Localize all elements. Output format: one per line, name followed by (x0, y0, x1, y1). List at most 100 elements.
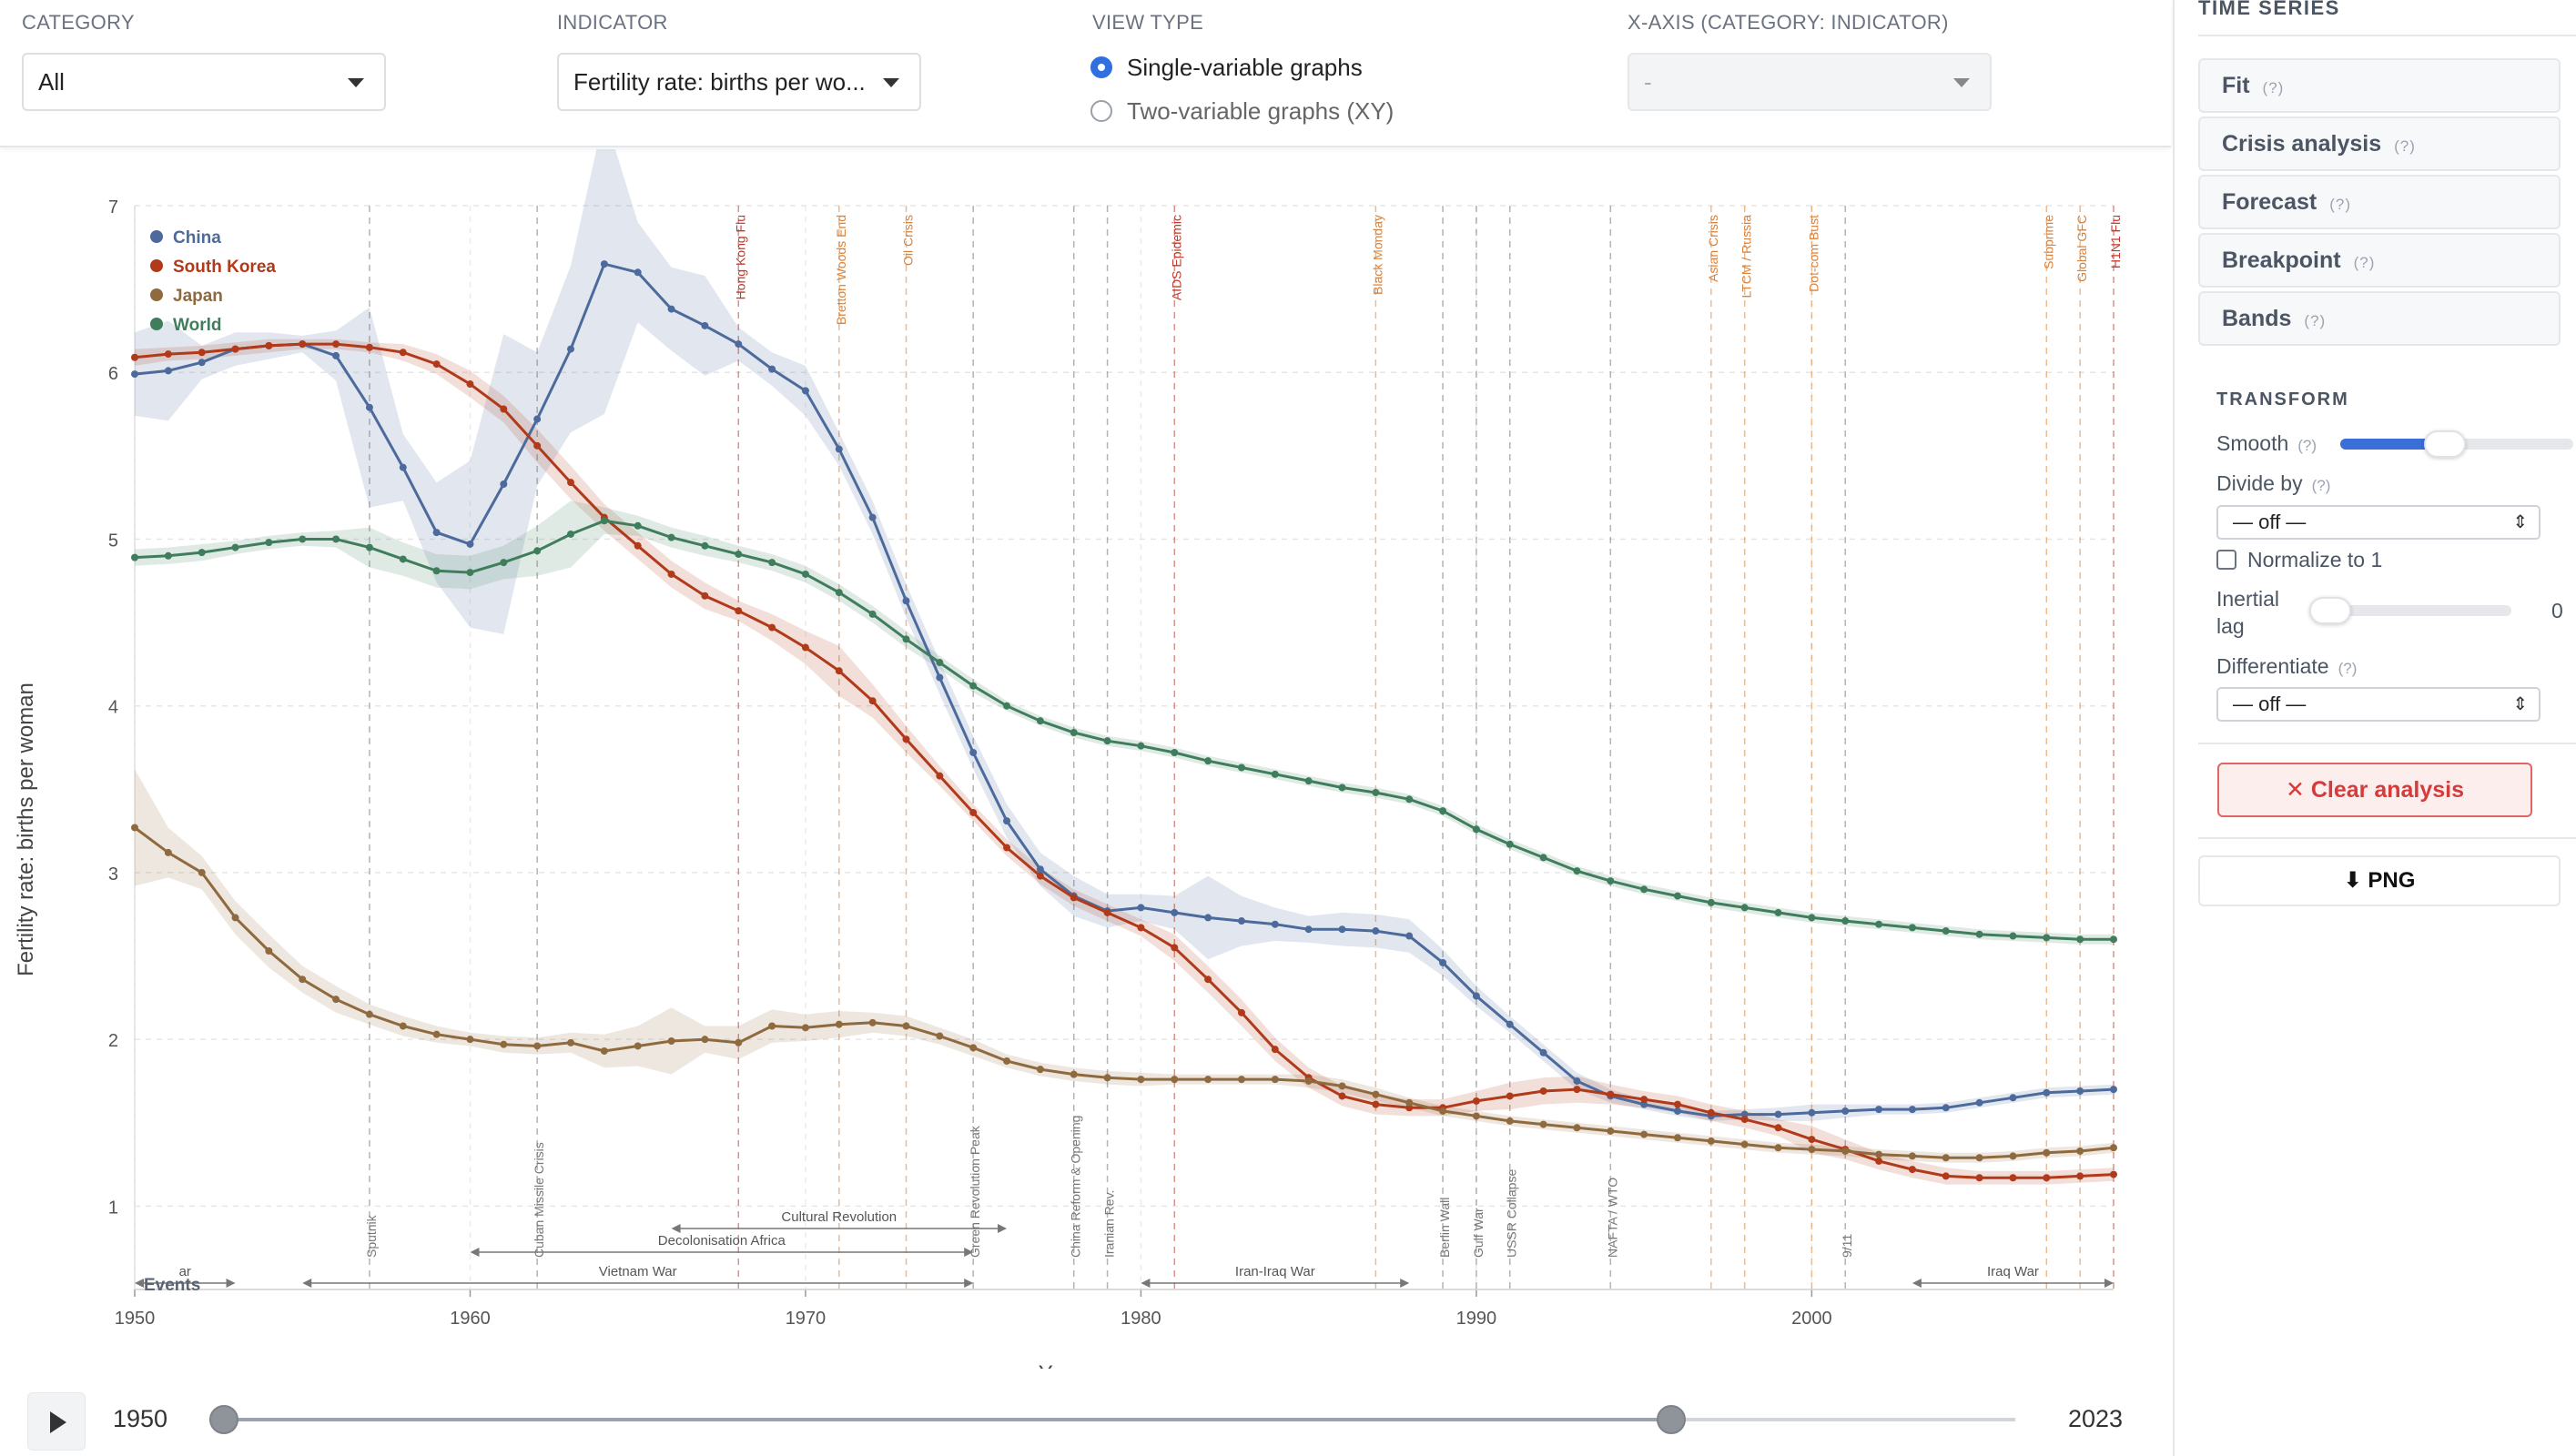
data-point-japan (1304, 1077, 1313, 1085)
data-point-japan (969, 1044, 978, 1052)
range-start-handle[interactable] (209, 1405, 238, 1434)
data-point-south-korea (265, 341, 273, 349)
divide-by-select[interactable]: — off — ⇕ (2216, 505, 2541, 540)
event-label: China Reform & Opening (1069, 1116, 1083, 1258)
data-point-world (735, 550, 743, 558)
period-label: Vietnam War (599, 1264, 677, 1279)
data-point-japan (466, 1036, 474, 1044)
category-select[interactable]: All (22, 53, 386, 111)
x-axis-value: - (1644, 68, 1652, 96)
time-series-title: TIME SERIES (2198, 0, 2340, 19)
view-xy-radio[interactable]: Two-variable graphs (XY) (1090, 95, 1394, 127)
data-point-china (533, 415, 542, 423)
data-point-china (1171, 908, 1179, 916)
differentiate-select[interactable]: — off — ⇕ (2216, 687, 2541, 722)
y-tick-label: 3 (108, 864, 118, 885)
help-icon[interactable]: (?) (2304, 312, 2327, 329)
smooth-slider-handle[interactable] (2424, 430, 2466, 458)
indicator-select[interactable]: Fertility rate: births per wo... (557, 53, 921, 111)
data-point-south-korea (131, 353, 138, 361)
data-point-china (1271, 920, 1279, 928)
data-point-south-korea (231, 345, 239, 353)
play-button[interactable] (27, 1392, 86, 1451)
bands-button[interactable]: Bands (?) (2198, 291, 2561, 346)
data-point-south-korea (701, 592, 709, 600)
event-label: Dot-com Bust (1806, 215, 1820, 292)
help-icon[interactable]: (?) (2394, 137, 2416, 155)
help-icon[interactable]: (?) (2338, 660, 2358, 677)
forecast-button[interactable]: Forecast (?) (2198, 175, 2561, 229)
data-point-world (600, 517, 608, 525)
x-axis-select[interactable]: - (1628, 53, 1992, 111)
data-point-world (432, 567, 441, 575)
data-point-south-korea (1271, 1046, 1279, 1054)
event-label: AIDS Epidemic (1169, 215, 1183, 300)
data-point-world (1875, 920, 1883, 928)
period-label: ar (179, 1264, 191, 1279)
data-point-japan (2043, 1148, 2051, 1157)
event-label: Hong Kong Flu (733, 215, 747, 299)
data-point-japan (164, 848, 172, 856)
period-arrow-right (964, 1248, 974, 1257)
data-point-south-korea (735, 607, 743, 615)
data-point-japan (231, 914, 239, 922)
help-icon[interactable]: (?) (2329, 196, 2351, 213)
period-arrow-right (2104, 1279, 2114, 1288)
data-point-japan (500, 1040, 508, 1048)
data-point-south-korea (1137, 924, 1145, 932)
data-point-japan (902, 1022, 910, 1030)
data-point-world (567, 530, 575, 538)
data-point-china (131, 370, 138, 379)
normalize-checkbox[interactable] (2216, 550, 2236, 570)
data-point-south-korea (1640, 1096, 1648, 1104)
crisis-analysis-button[interactable]: Crisis analysis (?) (2198, 116, 2561, 171)
range-end-handle[interactable] (1657, 1405, 1686, 1434)
data-point-china (500, 480, 508, 488)
data-point-china (432, 529, 441, 537)
fertility-chart: 1 2 3 4 5 6 7 1950 1960 1970 1980 1990 2000 Year Ferti… (14, 114, 2123, 1386)
data-point-japan (365, 1010, 373, 1018)
data-point-world (1405, 795, 1414, 804)
data-point-world (1573, 867, 1581, 875)
data-point-south-korea (2043, 1174, 2051, 1182)
data-point-world (365, 543, 373, 551)
fit-button[interactable]: Fit (?) (2198, 58, 2561, 113)
data-point-world (1707, 898, 1715, 906)
data-point-china (1472, 992, 1480, 1000)
help-icon[interactable]: (?) (2297, 437, 2317, 454)
data-point-south-korea (1506, 1092, 1514, 1100)
breakpoint-button[interactable]: Breakpoint (?) (2198, 233, 2561, 288)
legend-marker (150, 259, 163, 272)
data-point-south-korea (1539, 1087, 1547, 1095)
data-point-japan (299, 976, 307, 984)
data-point-japan (1573, 1124, 1581, 1132)
data-point-china (1003, 817, 1011, 825)
png-export-label: ⬇ PNG (2343, 868, 2416, 893)
inertial-lag-handle[interactable] (2309, 597, 2351, 624)
y-tick-label: 1 (108, 1198, 118, 1218)
period-label: Iran-Iraq War (1235, 1264, 1315, 1279)
data-point-china (1640, 1100, 1648, 1108)
data-point-japan (1137, 1076, 1145, 1084)
data-point-south-korea (667, 570, 675, 578)
data-point-south-korea (1003, 844, 1011, 852)
data-point-china (2110, 1086, 2117, 1094)
data-point-china (1439, 958, 1447, 966)
data-point-world (701, 541, 709, 550)
data-point-world (936, 659, 944, 667)
data-point-world (1841, 917, 1850, 925)
data-point-world (1673, 892, 1681, 900)
inertial-lag-slider[interactable] (2309, 605, 2511, 616)
data-point-world (332, 535, 340, 543)
crisis-analysis-label: Crisis analysis (2222, 131, 2382, 157)
clear-analysis-button[interactable]: ✕ Clear analysis (2217, 763, 2532, 817)
help-icon[interactable]: (?) (2353, 254, 2376, 271)
help-icon[interactable]: (?) (2262, 79, 2285, 96)
view-single-radio[interactable]: Single-variable graphs (1090, 51, 1363, 84)
png-export-button[interactable]: ⬇ PNG (2198, 855, 2561, 906)
data-point-japan (735, 1038, 743, 1046)
help-icon[interactable]: (?) (2311, 477, 2331, 494)
data-point-japan (701, 1036, 709, 1044)
data-point-china (1539, 1048, 1547, 1057)
data-point-japan (2110, 1144, 2117, 1152)
